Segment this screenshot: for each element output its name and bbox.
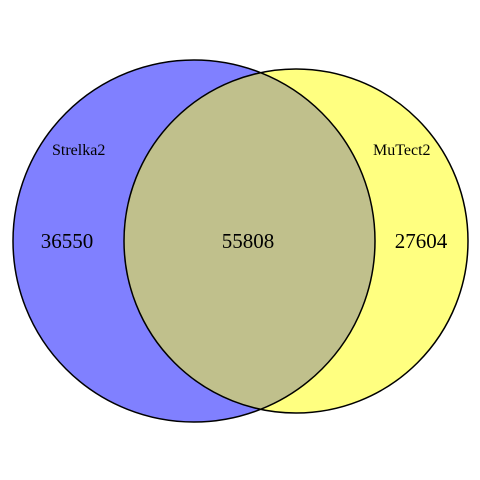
mutect2-only-count: 27604 (395, 229, 448, 253)
mutect2-set-label: MuTect2 (373, 142, 431, 159)
overlap-region (124, 69, 375, 413)
intersection-count: 55808 (222, 229, 275, 253)
strelka2-set-outline (12, 59, 376, 423)
mutect2-set-outline (123, 68, 469, 414)
strelka2-set-label: Strelka2 (52, 142, 105, 159)
strelka2-only-count: 36550 (41, 229, 94, 253)
